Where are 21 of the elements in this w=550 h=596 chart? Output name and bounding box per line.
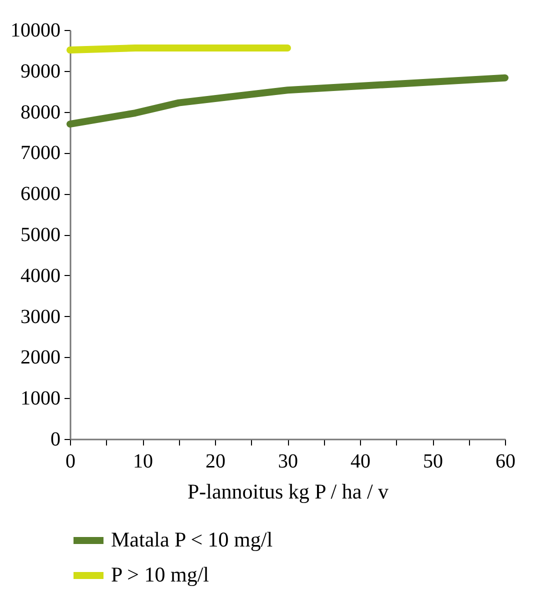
- x-tick-label: 60: [496, 450, 516, 472]
- y-tick-label: 6000: [20, 183, 60, 206]
- x-axis-title: P-lannoitus kg P / ha / v: [187, 480, 390, 504]
- x-tick-label: 30: [278, 450, 298, 472]
- y-tick-label: 1000: [20, 388, 60, 410]
- y-tick-label: 10000: [10, 20, 60, 42]
- y-tick-label: 2000: [20, 346, 60, 369]
- legend-label: Matala P < 10 mg/l: [111, 528, 273, 552]
- y-tick-label: 8000: [20, 101, 60, 124]
- x-tick-label: 20: [206, 450, 226, 472]
- y-tick-label: 9000: [20, 60, 60, 82]
- x-tick-label: 0: [66, 450, 76, 472]
- x-tick-label: 10: [133, 450, 153, 472]
- x-tick-label: 40: [350, 450, 370, 472]
- legend-label: P > 10 mg/l: [111, 562, 210, 586]
- y-tick-label: 7000: [20, 142, 60, 164]
- x-tick-label: 50: [423, 450, 443, 472]
- y-tick-label: 3000: [20, 306, 60, 328]
- y-tick-label: 0: [50, 428, 60, 450]
- y-tick-label: 5000: [20, 224, 60, 246]
- y-tick-label: 4000: [20, 264, 60, 287]
